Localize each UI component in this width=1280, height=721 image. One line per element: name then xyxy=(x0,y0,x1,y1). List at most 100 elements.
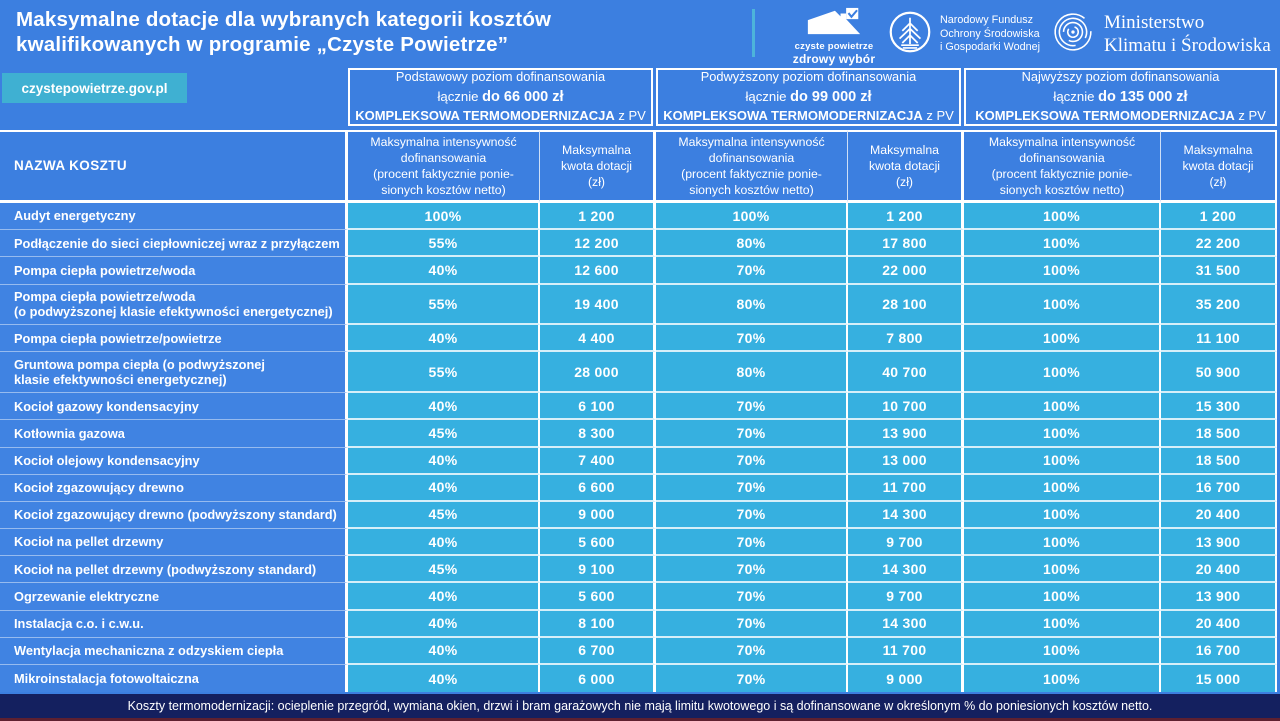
amount-value-cell: 35 200 xyxy=(1161,284,1277,326)
amount-value-cell: 22 200 xyxy=(1161,230,1277,258)
footer-note-bar: Koszty termomodernizacji: ocieplenie prz… xyxy=(0,694,1280,721)
intensity-value-cell: 40% xyxy=(348,393,540,421)
table-row: Pompa ciepła powietrze/powietrze 40% 4 400… xyxy=(0,325,1277,353)
intensity-value-cell: 100% xyxy=(964,420,1161,448)
group-header-highest: Najwyższy poziom dofinansowania łącznie … xyxy=(964,68,1277,126)
intensity-value-cell: 55% xyxy=(348,284,540,326)
amount-value-cell: 14 300 xyxy=(848,501,964,530)
amount-value-cell: 20 400 xyxy=(1161,610,1277,638)
amount-value-cell: 16 700 xyxy=(1161,637,1277,665)
amount-value-cell: 9 000 xyxy=(848,665,964,693)
table-row: Kocioł na pellet drzewny 40% 5 600 70% 9 700… xyxy=(0,529,1277,557)
intensity-value-cell: 55% xyxy=(348,352,540,394)
cost-name-cell: Ogrzewanie elektryczne xyxy=(0,583,348,611)
cost-name-cell: Kocioł na pellet drzewny (podwyższony st… xyxy=(0,556,348,584)
table-row: Kocioł na pellet drzewny (podwyższony st… xyxy=(0,556,1277,584)
intensity-value-cell: 70% xyxy=(656,501,848,530)
group-header-row: Podstawowy poziom dofinansowania łącznie… xyxy=(0,68,1277,126)
intensity-value-cell: 70% xyxy=(656,583,848,611)
cost-name-cell: Kocioł zgazowujący drewno xyxy=(0,474,348,502)
intensity-value-cell: 70% xyxy=(656,325,848,353)
intensity-value-cell: 55% xyxy=(348,230,540,258)
amount-value-cell: 40 700 xyxy=(848,352,964,394)
cost-name-cell: Mikroinstalacja fotowoltaiczna xyxy=(0,665,348,693)
amount-value-cell: 4 400 xyxy=(540,325,656,353)
table-row: Pompa ciepła powietrze/woda (o podwyższo… xyxy=(0,284,1277,326)
amount-value-cell: 18 500 xyxy=(1161,447,1277,475)
table-row: Instalacja c.o. i c.w.u. 40% 8 100 70% 14 30… xyxy=(0,610,1277,638)
czyste-powietrze-logo-line1: czyste powietrze xyxy=(794,41,874,52)
intensity-value-cell: 80% xyxy=(656,352,848,394)
czyste-powietrze-logo-line2: zdrowy wybór xyxy=(792,52,876,66)
group-raised-note: KOMPLEKSOWA TERMOMODERNIZACJA z PV xyxy=(663,108,954,124)
amount-value-cell: 1 200 xyxy=(1161,203,1277,231)
amount-value-cell: 6 700 xyxy=(540,637,656,665)
amount-value-cell: 9 100 xyxy=(540,556,656,584)
amount-value-cell: 1 200 xyxy=(848,203,964,231)
amount-value-cell: 5 600 xyxy=(540,583,656,611)
intensity-value-cell: 80% xyxy=(656,284,848,326)
column-header-intensity-highest: Maksymalna intensywność dofinansowania (pr… xyxy=(964,130,1161,203)
table-row: Mikroinstalacja fotowoltaiczna 40% 6 000 70… xyxy=(0,665,1277,693)
cost-name-cell: Pompa ciepła powietrze/powietrze xyxy=(0,325,348,353)
amount-value-cell: 14 300 xyxy=(848,610,964,638)
group-raised-title: Podwyższony poziom dofinansowania xyxy=(700,69,917,85)
amount-value-cell: 11 700 xyxy=(848,474,964,502)
cost-name-cell: Pompa ciepła powietrze/woda xyxy=(0,257,348,285)
amount-value-cell: 20 400 xyxy=(1161,501,1277,530)
group-basic-title: Podstawowy poziom dofinansowania xyxy=(395,69,606,85)
intensity-value-cell: 100% xyxy=(964,284,1161,326)
cost-name-cell: Pompa ciepła powietrze/woda (o podwyższo… xyxy=(0,284,348,326)
intensity-value-cell: 70% xyxy=(656,637,848,665)
intensity-value-cell: 100% xyxy=(964,610,1161,638)
intensity-value-cell: 100% xyxy=(964,230,1161,258)
intensity-value-cell: 40% xyxy=(348,665,540,693)
table-body: Audyt energetyczny 100% 1 200 100% 1 200 100%… xyxy=(0,203,1277,693)
group-raised-total: łącznie do 99 000 zł xyxy=(745,88,872,105)
group-highest-title: Najwyższy poziom dofinansowania xyxy=(1021,69,1220,85)
amount-value-cell: 19 400 xyxy=(540,284,656,326)
table-row: Kotłownia gazowa 45% 8 300 70% 13 900 100% 18 … xyxy=(0,420,1277,448)
amount-value-cell: 6 000 xyxy=(540,665,656,693)
nfosigw-line2: Ochrony Środowiska xyxy=(940,27,1040,40)
cost-name-cell: Kocioł gazowy kondensacyjny xyxy=(0,393,348,421)
table-row: Wentylacja mechaniczna z odzyskiem ciepł… xyxy=(0,637,1277,665)
intensity-value-cell: 100% xyxy=(656,203,848,231)
amount-value-cell: 31 500 xyxy=(1161,257,1277,285)
intensity-value-cell: 70% xyxy=(656,610,848,638)
intensity-value-cell: 100% xyxy=(964,257,1161,285)
intensity-value-cell: 45% xyxy=(348,556,540,584)
table-row: Gruntowa pompa ciepła (o podwyższonej kl… xyxy=(0,352,1277,394)
intensity-value-cell: 40% xyxy=(348,529,540,557)
footer-note-text: Koszty termomodernizacji: ocieplenie prz… xyxy=(127,699,1153,713)
amount-value-cell: 13 900 xyxy=(1161,583,1277,611)
site-url-badge: czystepowietrze.gov.pl xyxy=(2,73,187,103)
amount-value-cell: 50 900 xyxy=(1161,352,1277,394)
intensity-value-cell: 100% xyxy=(964,583,1161,611)
amount-value-cell: 9 700 xyxy=(848,529,964,557)
table-row: Podłączenie do sieci ciepłowniczej wraz … xyxy=(0,230,1277,258)
column-header-intensity-basic: Maksymalna intensywność dofinansowania (pr… xyxy=(348,130,540,203)
header-bar: Maksymalne dotacje dla wybranych kategor… xyxy=(0,0,1280,72)
intensity-value-cell: 40% xyxy=(348,637,540,665)
amount-value-cell: 9 000 xyxy=(540,501,656,530)
fingerprint-icon xyxy=(1052,11,1094,58)
intensity-value-cell: 100% xyxy=(964,325,1161,353)
house-check-icon xyxy=(802,7,866,39)
amount-value-cell: 28 100 xyxy=(848,284,964,326)
amount-value-cell: 8 300 xyxy=(540,420,656,448)
page-title: Maksymalne dotacje dla wybranych kategor… xyxy=(16,7,551,58)
table-row: Kocioł gazowy kondensacyjny 40% 6 100 70% 10… xyxy=(0,393,1277,421)
cost-name-cell: Audyt energetyczny xyxy=(0,203,348,231)
amount-value-cell: 13 900 xyxy=(1161,529,1277,557)
group-header-basic: Podstawowy poziom dofinansowania łącznie… xyxy=(348,68,653,126)
cost-name-cell: Kocioł zgazowujący drewno (podwyższony s… xyxy=(0,501,348,530)
group-highest-note: KOMPLEKSOWA TERMOMODERNIZACJA z PV xyxy=(975,108,1266,124)
column-header-row: NAZWA KOSZTU Maksymalna intensywność dofi… xyxy=(0,130,1277,203)
amount-value-cell: 15 000 xyxy=(1161,665,1277,693)
cost-name-cell: Kocioł olejowy kondensacyjny xyxy=(0,447,348,475)
amount-value-cell: 20 400 xyxy=(1161,556,1277,584)
tree-circle-icon xyxy=(888,10,932,59)
table-row: Kocioł zgazowujący drewno 40% 6 600 70% 11 7… xyxy=(0,474,1277,502)
intensity-value-cell: 40% xyxy=(348,325,540,353)
